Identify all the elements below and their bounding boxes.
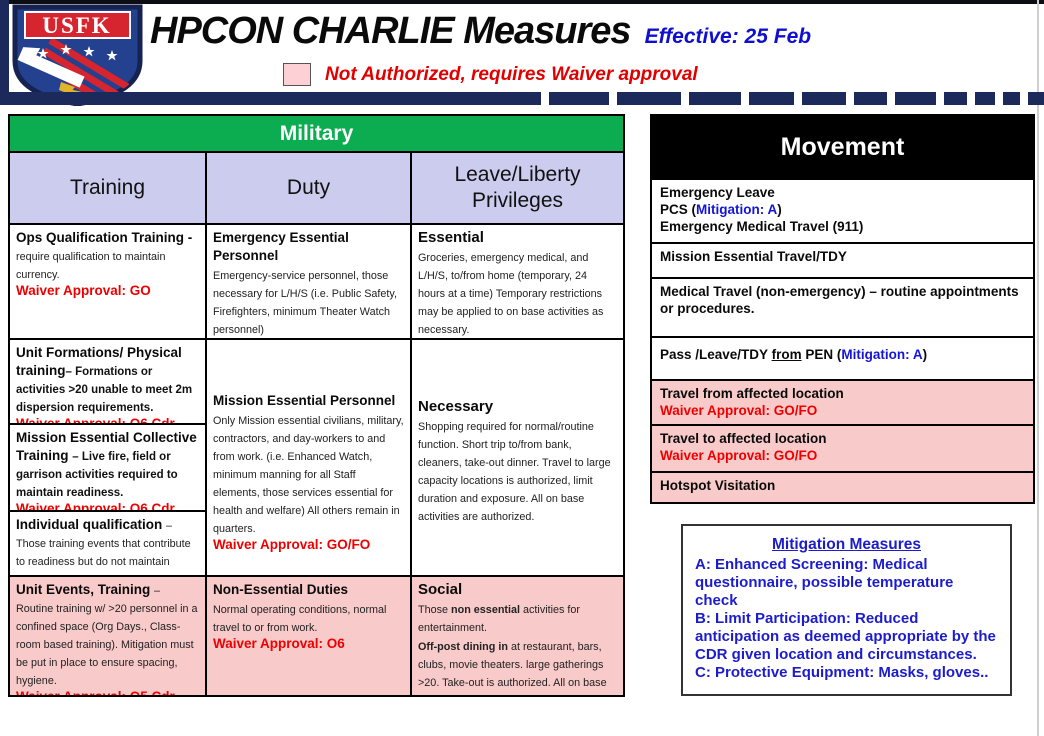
mitigation-ref: Mitigation: A bbox=[841, 347, 923, 362]
leave-cell-essential: Essential Groceries, emergency medical, … bbox=[412, 225, 623, 340]
training-cell-ops-qualification: Ops Qualification Training - require qua… bbox=[10, 225, 205, 340]
band-segment bbox=[617, 92, 681, 105]
waiver-approval: Waiver Approval: GO/FO bbox=[213, 537, 371, 552]
band-segment bbox=[0, 92, 541, 105]
waiver-approval: Waiver Approval: O5 Cdr bbox=[16, 689, 199, 695]
usfk-shield-icon: USFK bbox=[12, 4, 143, 107]
leave-liberty-column: Essential Groceries, emergency medical, … bbox=[412, 225, 623, 695]
movement-row-emergency: Emergency Leave PCS (Mitigation: A) Emer… bbox=[652, 178, 1033, 242]
movement-header: Movement bbox=[652, 116, 1033, 178]
column-header-duty: Duty bbox=[207, 153, 412, 223]
band-segment bbox=[975, 92, 995, 105]
cell-title: Necessary bbox=[418, 398, 494, 415]
cell-desc: Normal operating conditions, normal trav… bbox=[213, 604, 387, 634]
movement-row-medical-travel: Medical Travel (non-emergency) – routine… bbox=[652, 277, 1033, 336]
band-segment bbox=[944, 92, 967, 105]
usfk-logo: USFK bbox=[9, 4, 146, 107]
military-title: Military bbox=[279, 121, 354, 145]
cell-title: Unit Events, Training bbox=[16, 582, 155, 597]
cell-desc: Emergency-service personnel, those neces… bbox=[213, 270, 398, 336]
movement-table: Movement Emergency Leave PCS (Mitigation… bbox=[650, 114, 1035, 504]
movement-row-hotspot-visitation: Hotspot Visitation bbox=[652, 471, 1033, 502]
movement-title: Movement bbox=[780, 132, 905, 161]
band-segment bbox=[549, 92, 609, 105]
waiver-approval: Waiver Approval: O6 Cdr bbox=[16, 501, 175, 512]
training-cell-individual-qualification: Individual qualification –Those training… bbox=[10, 512, 205, 577]
cell-title: Social bbox=[418, 581, 463, 598]
not-authorized-swatch bbox=[283, 63, 311, 86]
header: HPCON CHARLIE Measures Effective: 25 Feb bbox=[150, 10, 890, 53]
navy-dashed-band bbox=[0, 92, 1044, 105]
band-segment bbox=[1003, 92, 1020, 105]
cell-title: Essential bbox=[418, 229, 484, 246]
band-segment bbox=[802, 92, 846, 105]
column-header-training: Training bbox=[10, 153, 207, 223]
training-cell-mission-essential-collective: Mission Essential Collective Training – … bbox=[10, 425, 205, 512]
training-cell-unit-formations: Unit Formations/ Physical training– Form… bbox=[10, 340, 205, 425]
duty-cell-non-essential: Non-Essential Duties Normal operating co… bbox=[207, 577, 410, 695]
legend-label: Not Authorized, requires Waiver approval bbox=[325, 63, 698, 85]
mitigation-ref: Mitigation: A bbox=[696, 201, 778, 217]
cell-desc: – Routine training w/ >20 personnel in a… bbox=[16, 585, 198, 687]
band-segment bbox=[749, 92, 794, 105]
waiver-approval: Waiver Approval: GO bbox=[16, 283, 151, 298]
military-column-headers: Training Duty Leave/Liberty Privileges bbox=[10, 153, 623, 225]
band-segment bbox=[854, 92, 887, 105]
cell-desc: – Formations or activities >20 unable to… bbox=[16, 366, 193, 414]
military-header: Military bbox=[10, 116, 623, 153]
effective-date: Effective: 25 Feb bbox=[644, 25, 812, 48]
right-edge-rule bbox=[1037, 0, 1039, 736]
cell-title: Non-Essential Duties bbox=[213, 582, 349, 597]
military-body: Ops Qualification Training - require qua… bbox=[10, 225, 623, 695]
legend: Not Authorized, requires Waiver approval bbox=[283, 63, 698, 86]
training-cell-unit-events: Unit Events, Training – Routine training… bbox=[10, 577, 205, 695]
band-segment bbox=[1028, 92, 1044, 105]
waiver-approval: Waiver Approval: GO/FO bbox=[660, 402, 818, 418]
mitigation-item-c: C: Protective Equipment: Masks, gloves.. bbox=[695, 664, 989, 681]
cell-desc: require qualification to maintain curren… bbox=[16, 251, 166, 281]
cell-desc: Only Mission essential civilians, milita… bbox=[213, 415, 404, 535]
mitigation-item-a: A: Enhanced Screening: Medical questionn… bbox=[695, 556, 954, 609]
cell-title: Emergency Essential Personnel bbox=[213, 230, 349, 263]
star-icon bbox=[83, 46, 95, 57]
military-table: Military Training Duty Leave/Liberty Pri… bbox=[8, 114, 625, 697]
duty-cell-mission-essential: Mission Essential Personnel Only Mission… bbox=[207, 340, 410, 577]
movement-row-travel-to-affected: Travel to affected location Waiver Appro… bbox=[652, 424, 1033, 471]
leave-cell-necessary: Necessary Shopping required for normal/r… bbox=[412, 340, 623, 577]
movement-row-travel-from-affected: Travel from affected location Waiver App… bbox=[652, 379, 1033, 424]
waiver-approval: Waiver Approval: O6 bbox=[213, 636, 345, 651]
star-icon bbox=[37, 48, 49, 59]
top-border-rule bbox=[0, 0, 1044, 4]
cell-title: Mission Essential Collective Training bbox=[16, 430, 197, 463]
movement-row-mission-essential-travel: Mission Essential Travel/TDY bbox=[652, 242, 1033, 277]
cell-title: Individual qualification bbox=[16, 517, 167, 532]
cell-desc: –Those training events that contribute t… bbox=[16, 520, 191, 575]
cell-title: Unit Formations/ Physical training bbox=[16, 345, 182, 378]
cell-desc: – Live fire, field or garrison activitie… bbox=[16, 451, 178, 499]
cell-desc: Groceries, emergency medical, and L/H/S,… bbox=[418, 252, 604, 336]
star-icon bbox=[106, 50, 118, 61]
column-header-leave-liberty: Leave/Liberty Privileges bbox=[454, 162, 581, 212]
duty-cell-emergency-essential: Emergency Essential Personnel Emergency-… bbox=[207, 225, 410, 340]
left-navy-strip bbox=[0, 0, 9, 105]
cell-title: Ops Qualification Training - bbox=[16, 230, 193, 245]
star-icon bbox=[60, 44, 72, 55]
leave-cell-social: Social Those non essential activities fo… bbox=[412, 577, 623, 695]
waiver-approval: Waiver Approval: O6 Cdr bbox=[16, 416, 175, 425]
movement-row-pass-leave-tdy: Pass /Leave/TDY from PEN (Mitigation: A) bbox=[652, 336, 1033, 379]
band-segment bbox=[895, 92, 936, 105]
mitigation-item-b: B: Limit Participation: Reduced anticipa… bbox=[695, 610, 996, 663]
training-column: Ops Qualification Training - require qua… bbox=[10, 225, 207, 695]
band-segment bbox=[689, 92, 741, 105]
mitigation-measures-box: Mitigation Measures A: Enhanced Screenin… bbox=[681, 524, 1012, 696]
page-title: HPCON CHARLIE Measures bbox=[150, 10, 632, 52]
cell-title: Mission Essential Personnel bbox=[213, 393, 396, 408]
usfk-logo-text: USFK bbox=[42, 13, 111, 38]
mitigation-title: Mitigation Measures bbox=[772, 536, 921, 553]
duty-column: Emergency Essential Personnel Emergency-… bbox=[207, 225, 412, 695]
cell-desc: Shopping required for normal/routine fun… bbox=[418, 421, 611, 523]
waiver-approval: Waiver Approval: GO/FO bbox=[660, 447, 818, 463]
